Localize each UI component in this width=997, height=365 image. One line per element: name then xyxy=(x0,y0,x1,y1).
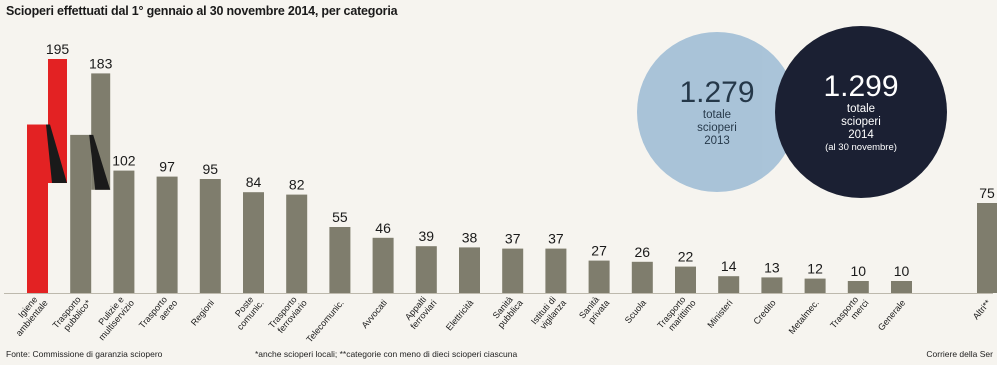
value-label: 195 xyxy=(46,41,70,57)
bar xyxy=(459,247,480,293)
value-label: 37 xyxy=(505,231,521,247)
bar xyxy=(977,203,997,293)
bar xyxy=(243,192,264,293)
category-label: Trasportoferroviario xyxy=(266,292,308,337)
value-label: 46 xyxy=(375,220,391,236)
category-label: Regioni xyxy=(189,298,216,328)
category-label: Telecomunic. xyxy=(304,298,345,345)
bar-fold xyxy=(46,124,67,184)
value-label: 13 xyxy=(764,259,780,275)
category-label: Appaltiferroviari xyxy=(401,292,439,332)
bar xyxy=(588,260,610,293)
value-label: 37 xyxy=(548,231,564,247)
category-label: Sanitàprivata xyxy=(577,292,611,327)
value-label: 84 xyxy=(246,174,262,190)
value-label: 14 xyxy=(721,258,737,274)
bar xyxy=(545,248,567,293)
category-label: Elettricità xyxy=(444,298,475,333)
value-label: 10 xyxy=(851,263,867,279)
total-2014-line1: totale xyxy=(846,102,876,115)
total-2014-line3: 2014 xyxy=(848,128,874,141)
value-label: 12 xyxy=(807,261,823,277)
category-label: Metalmec. xyxy=(787,298,821,336)
bar xyxy=(718,276,740,293)
bar xyxy=(675,266,696,293)
bar xyxy=(372,237,394,293)
category-label: Pulizie emultiservizio xyxy=(89,292,136,343)
value-label: 82 xyxy=(289,177,305,193)
category-label: Igieneambientale xyxy=(6,292,50,339)
category-label: Trasportopubblico* xyxy=(50,291,93,337)
total-2013-value: 1.279 xyxy=(679,75,755,109)
value-label: 75 xyxy=(979,185,995,201)
bar xyxy=(70,134,92,293)
value-label: 39 xyxy=(419,228,435,244)
source-note: Fonte: Commissione di garanzia sciopero xyxy=(6,349,163,359)
value-label: 10 xyxy=(894,263,910,279)
bar-fold xyxy=(89,134,111,190)
total-2014-line2: scioperi xyxy=(841,115,881,128)
footnote: *anche scioperi locali; **categorie con … xyxy=(255,349,518,359)
total-2014-value: 1.299 xyxy=(823,69,899,103)
bar xyxy=(847,281,869,293)
chart-title: Scioperi effettuati dal 1° gennaio al 30… xyxy=(6,4,398,18)
bar xyxy=(631,261,653,293)
bar xyxy=(199,179,221,293)
category-label: Trasportomarittimo xyxy=(655,292,697,337)
total-2013-line2: scioperi xyxy=(697,121,737,134)
bar xyxy=(286,194,308,293)
bar xyxy=(891,281,912,293)
category-label: Istituti divigilanza xyxy=(529,292,568,333)
category-label: Scuola xyxy=(623,298,648,326)
total-2014-bubble: 1.299 totale scioperi 2014 (al 30 novemb… xyxy=(775,26,947,198)
category-label: Sanitàpubblica xyxy=(488,292,525,331)
publisher-credit: Corriere della Ser xyxy=(926,349,993,359)
category-label: Trasportoaereo xyxy=(137,292,179,337)
total-2013-line1: totale xyxy=(702,108,732,121)
value-label: 102 xyxy=(112,153,136,169)
bar xyxy=(113,170,135,293)
bar xyxy=(761,277,783,293)
category-label: Altri** xyxy=(971,297,993,321)
value-label: 27 xyxy=(591,243,607,259)
value-label: 38 xyxy=(462,229,478,245)
bar xyxy=(502,248,524,293)
bar xyxy=(804,278,826,293)
value-label: 183 xyxy=(89,55,113,71)
category-label: Postecomunic. xyxy=(227,292,265,332)
total-2014-line4: (al 30 novembre) xyxy=(825,141,897,153)
category-label: Trasportomerci xyxy=(828,292,870,337)
total-2013-line3: 2013 xyxy=(704,134,730,147)
bar xyxy=(27,124,48,294)
value-label: 95 xyxy=(203,161,219,177)
value-label: 55 xyxy=(332,209,348,225)
category-label: Avvocati xyxy=(360,298,389,330)
bar xyxy=(156,176,178,293)
category-label: Ministeri xyxy=(705,298,734,330)
value-label: 22 xyxy=(678,249,694,265)
total-2013-bubble: 1.279 totale scioperi 2013 xyxy=(637,32,797,192)
category-label: Credito xyxy=(751,298,777,327)
value-label: 26 xyxy=(635,244,651,260)
value-label: 97 xyxy=(159,159,175,175)
bar xyxy=(415,246,437,293)
bar xyxy=(329,227,351,293)
category-label: Generale xyxy=(876,298,907,333)
